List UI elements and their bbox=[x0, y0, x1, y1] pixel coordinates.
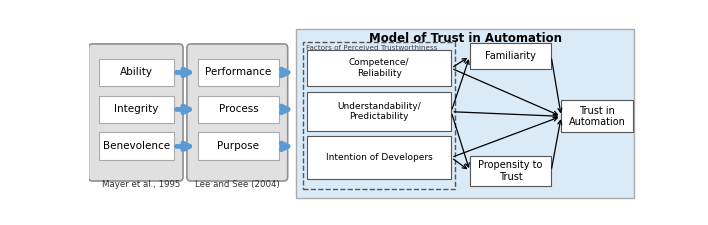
Text: Model of Trust in Automation: Model of Trust in Automation bbox=[369, 32, 561, 45]
FancyBboxPatch shape bbox=[99, 133, 173, 160]
Text: Purpose: Purpose bbox=[217, 141, 259, 151]
Text: Factors of Perceived Trustworthiness: Factors of Perceived Trustworthiness bbox=[307, 45, 438, 51]
FancyBboxPatch shape bbox=[307, 92, 451, 131]
Text: Competence/
Reliability: Competence/ Reliability bbox=[349, 58, 409, 78]
Text: Intention of Developers: Intention of Developers bbox=[326, 153, 433, 162]
FancyBboxPatch shape bbox=[307, 136, 451, 179]
FancyBboxPatch shape bbox=[99, 96, 173, 123]
Text: Trust in
Automation: Trust in Automation bbox=[569, 106, 626, 127]
FancyBboxPatch shape bbox=[88, 44, 183, 181]
FancyBboxPatch shape bbox=[296, 29, 634, 198]
Text: Integrity: Integrity bbox=[115, 104, 159, 114]
FancyBboxPatch shape bbox=[470, 43, 551, 69]
Text: Propensity to
Trust: Propensity to Trust bbox=[479, 160, 542, 182]
FancyBboxPatch shape bbox=[198, 96, 279, 123]
Text: Lee and See (2004): Lee and See (2004) bbox=[195, 180, 280, 189]
FancyBboxPatch shape bbox=[187, 44, 287, 181]
FancyBboxPatch shape bbox=[198, 58, 279, 86]
Text: Ability: Ability bbox=[120, 68, 153, 77]
FancyBboxPatch shape bbox=[307, 50, 451, 86]
FancyBboxPatch shape bbox=[198, 133, 279, 160]
Text: Process: Process bbox=[219, 104, 258, 114]
FancyBboxPatch shape bbox=[561, 100, 634, 133]
Text: Mayer et al., 1995: Mayer et al., 1995 bbox=[103, 180, 181, 189]
FancyBboxPatch shape bbox=[470, 156, 551, 186]
Text: Familiarity: Familiarity bbox=[485, 51, 536, 61]
Text: Performance: Performance bbox=[205, 68, 272, 77]
FancyBboxPatch shape bbox=[99, 58, 173, 86]
Text: Benevolence: Benevolence bbox=[103, 141, 170, 151]
Text: Understandability/
Predictability: Understandability/ Predictability bbox=[337, 102, 421, 122]
